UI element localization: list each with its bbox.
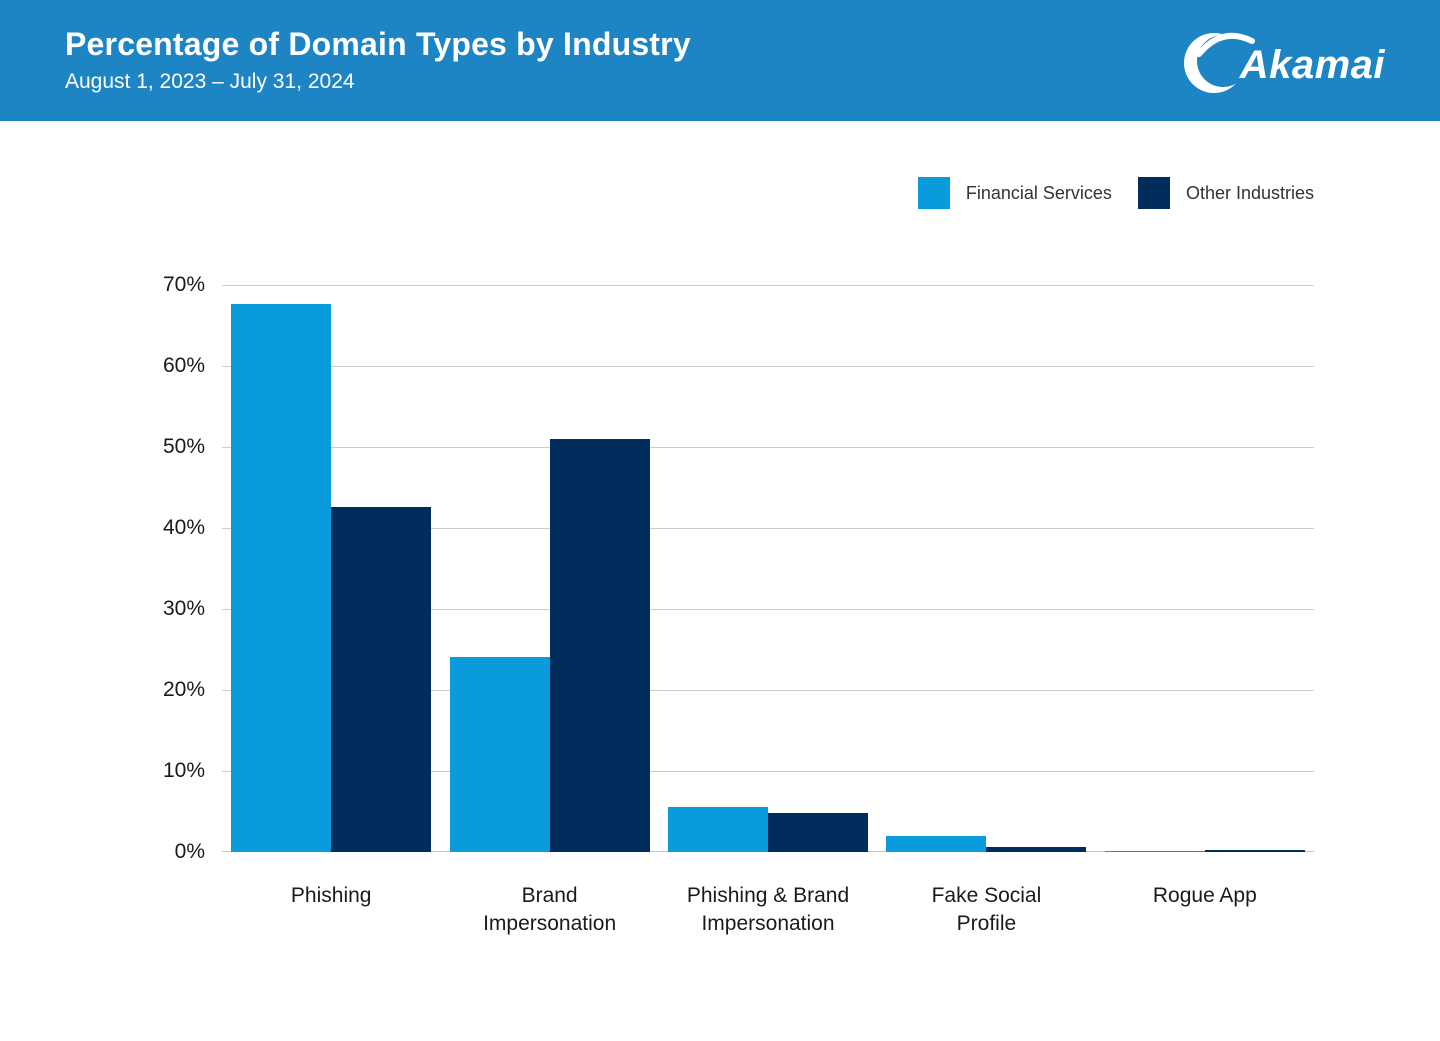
y-tick-label-10: 10% — [162, 759, 205, 782]
header: Percentage of Domain Types by Industry A… — [0, 0, 1440, 121]
legend-label: Other Industries — [1185, 182, 1314, 203]
bar-financial-services-rogue-app — [1104, 851, 1205, 852]
bar-group-fake-social-profile — [877, 285, 1095, 852]
x-label-phishing-brand-impersonation: Phishing & Brand Impersonation — [686, 884, 850, 935]
legend-label: Financial Services — [965, 182, 1112, 203]
legend: Financial Services Other Industries — [0, 177, 1440, 209]
legend-item-other-industries: Other Industries — [1137, 177, 1314, 209]
y-tick-label-50: 50% — [162, 435, 205, 458]
gridline-50 — [222, 447, 1314, 448]
header-text: Percentage of Domain Types by Industry A… — [65, 25, 691, 94]
bar-group-brand-impersonation — [440, 285, 658, 852]
akamai-logo: Akamai — [1182, 24, 1385, 98]
y-tick-label-30: 30% — [162, 597, 205, 620]
x-axis-labels: Phishing Brand Impersonation Phishing & Br… — [0, 882, 1440, 938]
page-title: Percentage of Domain Types by Industry — [65, 25, 691, 62]
date-range: August 1, 2023 – July 31, 2024 — [65, 70, 355, 94]
bar-financial-services-fake-social-profile — [886, 835, 987, 852]
x-label-phishing: Phishing — [290, 884, 372, 907]
bar-other-industries-fake-social-profile — [986, 847, 1087, 852]
bar-financial-services-brand-impersonation — [449, 656, 550, 852]
gridline-60 — [222, 366, 1314, 367]
y-tick-label-60: 60% — [162, 354, 205, 377]
bar-other-industries-brand-impersonation — [549, 438, 650, 852]
gridline-70 — [222, 285, 1314, 286]
bar-group-phishing — [222, 285, 440, 852]
legend-swatch-other-industries — [1137, 177, 1170, 209]
bar-group-phishing-brand-impersonation — [659, 285, 877, 852]
akamai-wave-icon — [1182, 24, 1256, 98]
y-tick-label-70: 70% — [162, 273, 205, 296]
bar-financial-services-phishing-brand-impersonation — [668, 806, 769, 852]
akamai-logo-text: Akamai — [1239, 43, 1385, 87]
chart: 0% 10% 20% 30% 40% 50% 60% 70% — [0, 273, 1440, 863]
bar-other-industries-phishing-brand-impersonation — [768, 813, 869, 852]
plot-area — [222, 285, 1314, 852]
legend-swatch-financial-services — [917, 177, 950, 209]
bar-financial-services-phishing — [231, 303, 332, 852]
y-tick-label-20: 20% — [162, 678, 205, 701]
gridline-40 — [222, 528, 1314, 530]
bar-other-industries-phishing — [331, 506, 432, 852]
x-label-rogue-app: Rogue App — [1152, 884, 1257, 907]
gridline-30 — [222, 609, 1314, 610]
y-tick-label-40: 40% — [162, 516, 205, 539]
gridline-10 — [222, 771, 1314, 773]
gridline-20 — [222, 690, 1314, 692]
y-tick-label-0: 0% — [174, 840, 205, 863]
bar-group-rogue-app — [1096, 285, 1314, 852]
bar-other-industries-rogue-app — [1204, 850, 1305, 852]
legend-item-financial-services: Financial Services — [917, 177, 1112, 209]
x-label-brand-impersonation: Brand Impersonation — [483, 884, 617, 935]
x-label-fake-social-profile: Fake Social Profile — [931, 884, 1042, 935]
y-axis: 0% 10% 20% 30% 40% 50% 60% 70% — [123, 273, 222, 863]
x-axis-spacer — [123, 882, 222, 938]
